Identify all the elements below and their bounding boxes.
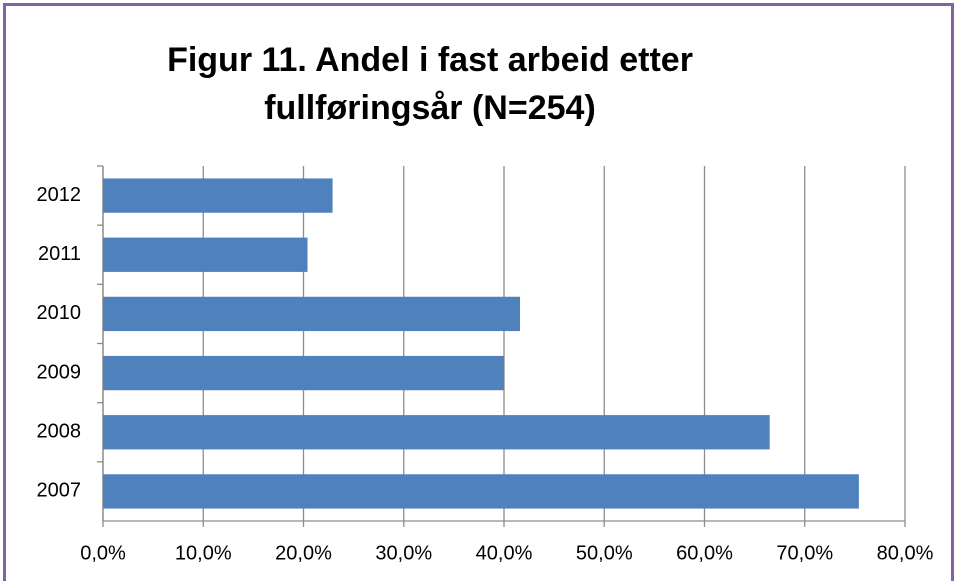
- bar: [103, 415, 770, 450]
- x-tick-label: 70,0%: [776, 542, 833, 564]
- x-tick-label: 60,0%: [676, 542, 733, 564]
- y-tick-label: 2012: [37, 184, 82, 206]
- x-tick-label: 30,0%: [375, 542, 432, 564]
- bar: [103, 178, 333, 213]
- y-tick-label: 2011: [38, 243, 81, 265]
- chart-title: fullføringsår (N=254): [264, 89, 596, 127]
- x-tick-label: 50,0%: [576, 542, 633, 564]
- y-tick-label: 2010: [37, 302, 82, 324]
- x-tick-label: 20,0%: [275, 542, 332, 564]
- y-tick-label: 2009: [37, 361, 82, 383]
- bar: [103, 474, 859, 509]
- x-tick-label: 10,0%: [175, 542, 232, 564]
- chart-title: Figur 11. Andel i fast arbeid etter: [167, 41, 693, 79]
- bar: [103, 237, 308, 272]
- x-tick-label: 80,0%: [877, 542, 934, 564]
- bar: [103, 296, 521, 332]
- x-tick-label: 40,0%: [476, 542, 533, 564]
- y-tick-label: 2007: [37, 480, 82, 502]
- y-tick-label: 2008: [37, 421, 82, 443]
- chart-border: [3, 3, 954, 581]
- bar: [103, 355, 504, 391]
- x-tick-label: 0,0%: [80, 542, 126, 564]
